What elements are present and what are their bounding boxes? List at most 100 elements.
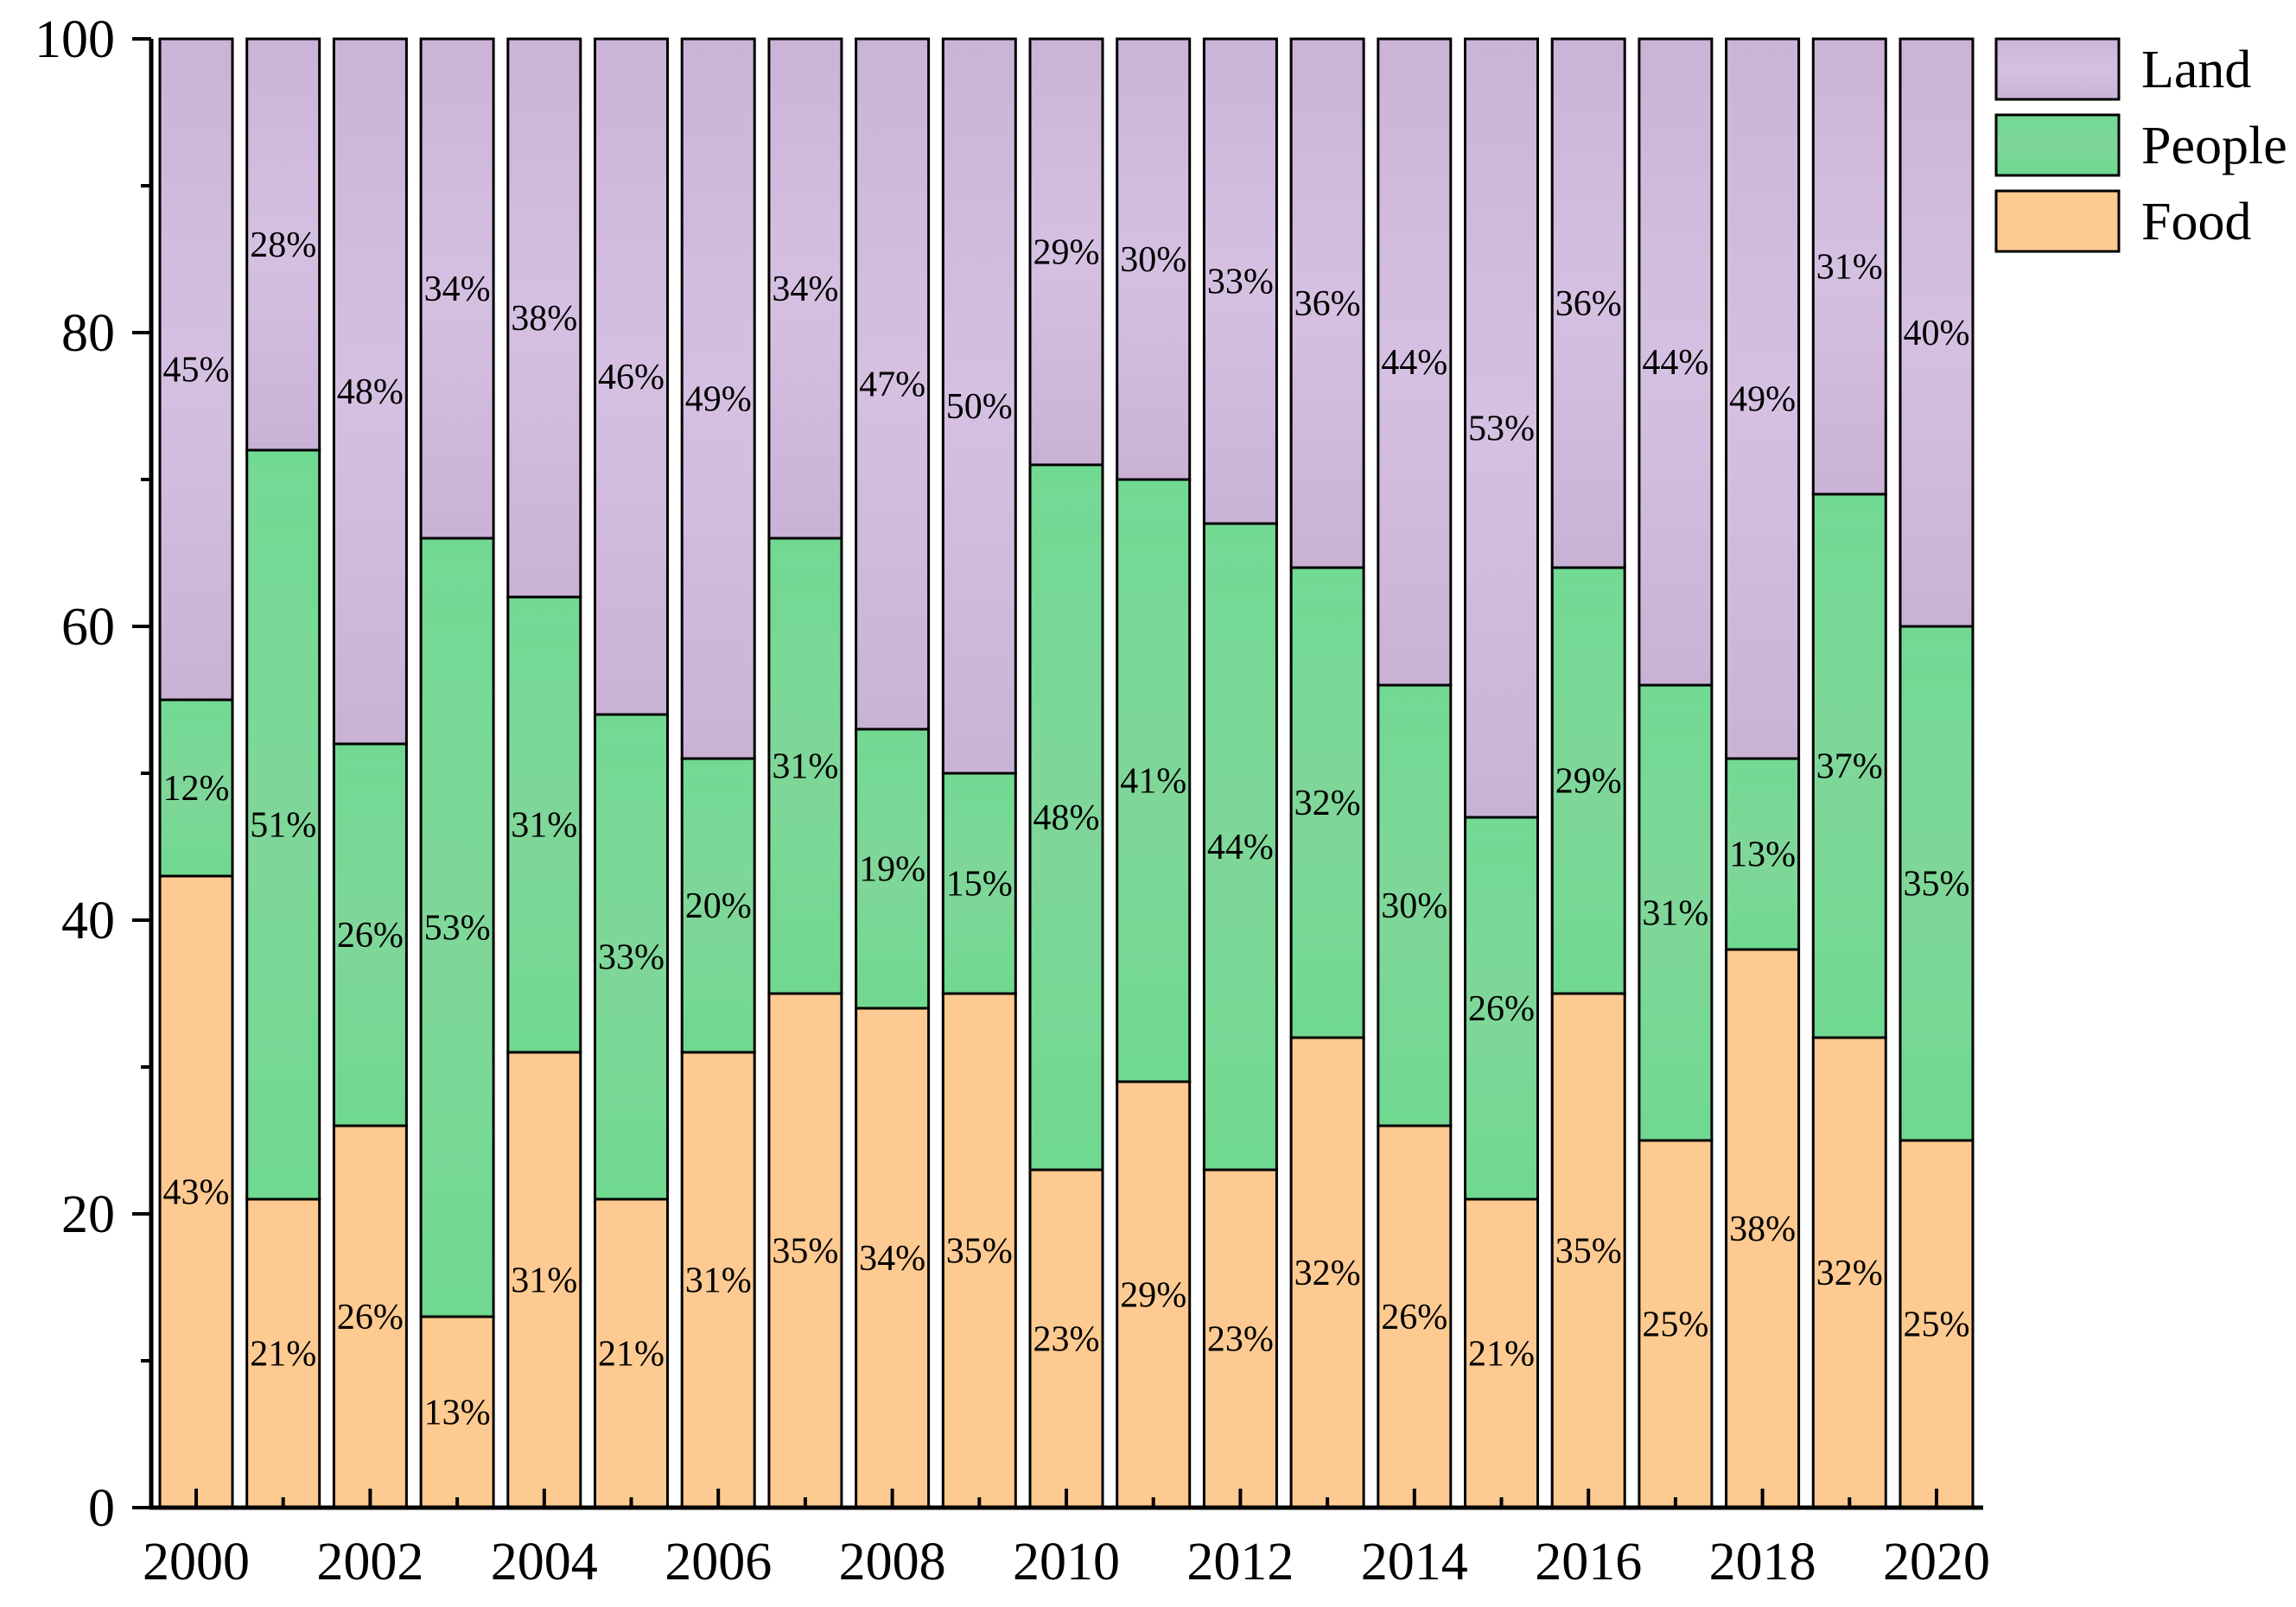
- data-label-land-2004: 38%: [511, 299, 577, 339]
- data-label-food-2008: 34%: [859, 1239, 925, 1279]
- bar-land-2009: [941, 37, 1017, 775]
- data-label-food-2013: 32%: [1294, 1254, 1361, 1293]
- bar-people-2000: [158, 698, 234, 878]
- bar-land-2006: [680, 37, 756, 760]
- bar-land-2012: [1202, 37, 1278, 525]
- bar-land-2005: [594, 37, 669, 716]
- data-label-food-2004: 31%: [511, 1261, 577, 1301]
- data-label-land-2014: 44%: [1381, 343, 1447, 383]
- data-label-food-2015: 21%: [1468, 1335, 1535, 1375]
- data-label-land-2016: 36%: [1555, 284, 1622, 324]
- data-label-land-2000: 45%: [163, 351, 230, 391]
- data-label-people-2010: 48%: [1034, 798, 1100, 838]
- bar-people-2011: [1116, 478, 1192, 1083]
- data-label-land-2020: 40%: [1904, 314, 1970, 353]
- data-label-people-2016: 29%: [1555, 762, 1622, 802]
- x-tick-label-2008: 2008: [839, 1533, 946, 1591]
- bar-land-2002: [332, 37, 408, 746]
- data-label-land-2003: 34%: [424, 270, 491, 309]
- data-label-people-2015: 26%: [1468, 989, 1535, 1029]
- bar-land-2003: [419, 37, 495, 540]
- x-tick-label-2002: 2002: [316, 1533, 423, 1591]
- data-label-land-2005: 46%: [598, 358, 665, 397]
- data-label-land-2012: 33%: [1207, 263, 1274, 302]
- bar-people-2001: [245, 448, 321, 1201]
- data-label-food-2003: 13%: [424, 1394, 491, 1433]
- data-label-food-2014: 26%: [1381, 1298, 1447, 1337]
- bar-people-2012: [1202, 522, 1278, 1172]
- x-tick-label-2004: 2004: [491, 1533, 598, 1591]
- data-label-people-2013: 32%: [1294, 784, 1361, 823]
- bar-land-2014: [1377, 37, 1453, 687]
- data-label-people-2000: 12%: [163, 769, 230, 809]
- data-label-food-2012: 23%: [1207, 1320, 1274, 1360]
- data-label-food-2011: 29%: [1120, 1276, 1186, 1316]
- data-label-people-2009: 15%: [946, 865, 1013, 905]
- legend-label-food: Food: [2141, 193, 2251, 251]
- bar-land-2017: [1638, 37, 1714, 687]
- y-tick-label-40: 40: [61, 892, 115, 950]
- bar-land-2008: [855, 37, 931, 731]
- data-label-food-2006: 31%: [685, 1261, 752, 1301]
- x-tick-label-2000: 2000: [143, 1533, 250, 1591]
- data-labels-layer: 43% 12% 45% 21% 51% 28% 26% 26% 48% 13% 53% 34% 31% 3…: [163, 225, 1970, 1433]
- data-label-people-2014: 30%: [1381, 886, 1447, 926]
- x-tick-label-2018: 2018: [1709, 1533, 1816, 1591]
- data-label-land-2008: 47%: [859, 365, 925, 405]
- data-label-food-2010: 23%: [1034, 1320, 1100, 1360]
- data-label-people-2001: 51%: [250, 806, 316, 846]
- bar-land-2010: [1028, 37, 1104, 467]
- legend-swatch-food: [1994, 189, 2121, 253]
- x-tick-label-2006: 2006: [665, 1533, 772, 1591]
- data-label-people-2017: 31%: [1642, 894, 1708, 934]
- bar-people-2013: [1289, 566, 1365, 1039]
- bar-people-2009: [941, 772, 1017, 995]
- y-tick-label-0: 0: [88, 1479, 115, 1538]
- data-label-land-2009: 50%: [946, 387, 1013, 427]
- bar-people-2016: [1550, 566, 1626, 995]
- data-label-people-2006: 20%: [685, 886, 752, 926]
- data-label-food-2016: 35%: [1555, 1232, 1622, 1272]
- bar-people-2003: [419, 537, 495, 1318]
- data-label-people-2012: 44%: [1207, 828, 1274, 867]
- y-tick-label-20: 20: [61, 1185, 115, 1244]
- legend-swatch-land: [1994, 37, 2121, 101]
- bar-food-2000: [158, 874, 234, 1509]
- legend-swatch-people: [1994, 113, 2121, 177]
- data-label-land-2010: 29%: [1034, 233, 1100, 273]
- bar-people-2017: [1638, 683, 1714, 1142]
- x-tick-label-2020: 2020: [1883, 1533, 1990, 1591]
- data-label-people-2011: 41%: [1120, 762, 1186, 802]
- bars-layer: [158, 37, 1975, 1509]
- data-label-land-2015: 53%: [1468, 410, 1535, 449]
- bar-people-2007: [767, 537, 843, 995]
- data-label-food-2007: 35%: [772, 1232, 838, 1272]
- axes-layer: 0 20 40 60 80 100 2000 2002 2004 2006 2008 2010 2012…: [35, 10, 1990, 1591]
- data-label-people-2004: 31%: [511, 806, 577, 846]
- y-tick-label-100: 100: [35, 10, 115, 69]
- bar-food-2016: [1550, 992, 1626, 1509]
- data-label-food-2020: 25%: [1904, 1305, 1970, 1345]
- data-label-food-2009: 35%: [946, 1232, 1013, 1272]
- bar-people-2008: [855, 727, 931, 1010]
- bar-food-2005: [594, 1197, 669, 1509]
- data-label-food-2005: 21%: [598, 1335, 665, 1375]
- data-label-people-2003: 53%: [424, 909, 491, 949]
- bar-people-2005: [594, 713, 669, 1201]
- data-label-food-2002: 26%: [337, 1298, 404, 1337]
- bar-food-2009: [941, 992, 1017, 1509]
- data-label-land-2007: 34%: [772, 270, 838, 309]
- bar-land-2019: [1811, 37, 1887, 496]
- x-tick-label-2010: 2010: [1013, 1533, 1120, 1591]
- data-label-people-2005: 33%: [598, 938, 665, 978]
- data-label-land-2017: 44%: [1642, 343, 1708, 383]
- data-label-land-2002: 48%: [337, 372, 404, 412]
- bar-land-2004: [506, 37, 582, 599]
- data-label-land-2011: 30%: [1120, 240, 1186, 280]
- data-label-land-2001: 28%: [250, 225, 316, 265]
- bar-food-2001: [245, 1197, 321, 1509]
- data-label-land-2013: 36%: [1294, 284, 1361, 324]
- bar-people-2020: [1898, 625, 1975, 1142]
- data-label-people-2020: 35%: [1904, 865, 1970, 905]
